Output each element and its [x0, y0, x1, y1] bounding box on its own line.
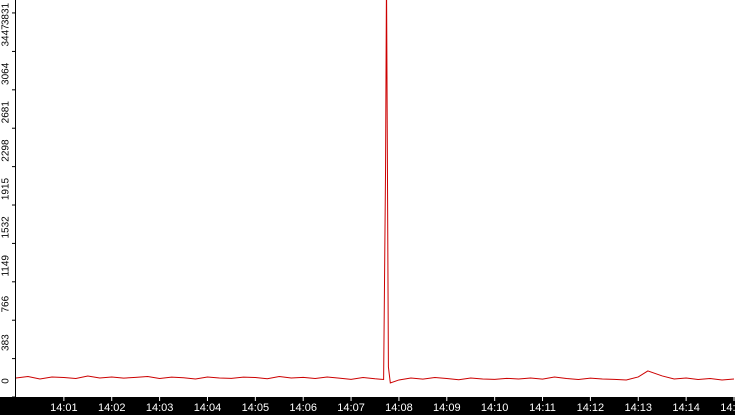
- plot-area: [16, 0, 735, 384]
- x-tick-label: 14:09: [433, 402, 461, 414]
- x-tick-label: 14:12: [577, 402, 605, 414]
- x-tick-label: 14:10: [481, 402, 509, 414]
- y-tick-label: 3831: [1, 2, 12, 25]
- x-tick-label: 14:15: [720, 402, 735, 414]
- y-tick-label: 3447: [1, 24, 12, 47]
- x-tick-label: 14:02: [98, 402, 126, 414]
- y-tick-label: 766: [1, 295, 12, 312]
- x-tick-label: 14:04: [194, 402, 222, 414]
- y-tick-label: 2681: [1, 101, 12, 124]
- x-tick-label: 14:14: [672, 402, 700, 414]
- x-tick-label: 14:13: [625, 402, 653, 414]
- y-tick-label: 0: [1, 378, 12, 384]
- x-tick-label: 14:05: [242, 402, 270, 414]
- x-tick-label: 14:08: [385, 402, 413, 414]
- y-tick-label: 2298: [1, 139, 12, 162]
- y-tick-label: 1149: [1, 255, 12, 277]
- y-tick-label: 1915: [1, 177, 12, 200]
- x-tick-label: 14:03: [146, 402, 174, 414]
- data-line: [16, 0, 735, 384]
- y-tick-label: 3064: [1, 62, 12, 85]
- x-tick-label: 14:11: [529, 402, 556, 414]
- x-tick-label: 14:01: [50, 402, 78, 414]
- y-tick-label: 383: [1, 334, 12, 351]
- x-axis-band: [0, 397, 735, 415]
- x-tick-label: 14:06: [289, 402, 317, 414]
- y-tick-label: 1532: [1, 216, 12, 239]
- x-tick-label: 14:07: [337, 402, 365, 414]
